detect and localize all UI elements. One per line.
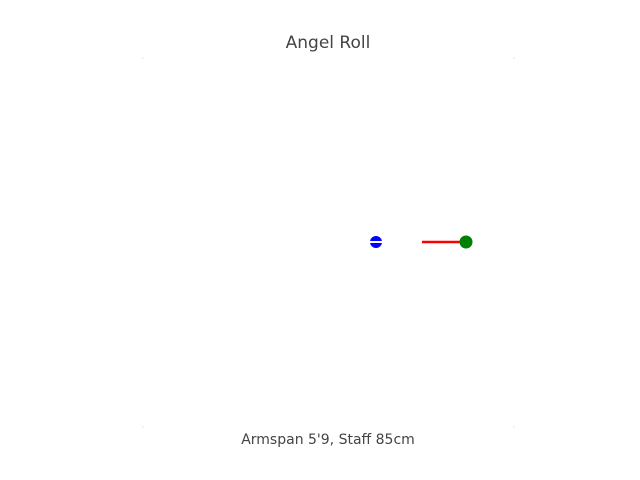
diagram-title: Angel Roll	[286, 33, 371, 53]
frame-corner-top-left	[142, 57, 144, 59]
frame-corner-bottom-left	[142, 426, 144, 428]
staff-end-marker	[459, 235, 473, 249]
diagram-caption: Armspan 5'9, Staff 85cm	[241, 432, 415, 448]
frame-corner-bottom-right	[513, 426, 515, 428]
frame-corner-top-right	[513, 57, 515, 59]
hand-marker	[369, 236, 383, 248]
